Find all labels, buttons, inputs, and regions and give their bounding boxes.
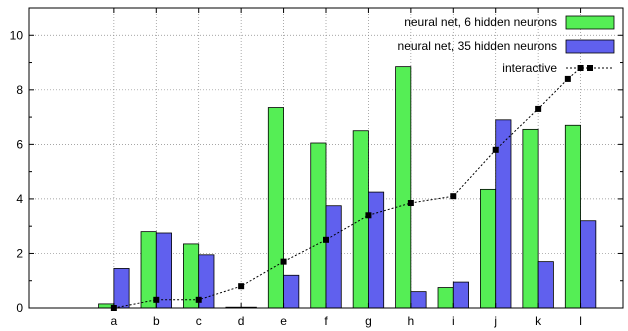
bar: [537, 261, 554, 309]
x-tick-label: k: [535, 314, 542, 328]
x-tick-label: j: [493, 314, 497, 328]
line-point: [238, 283, 245, 290]
x-axis: a b c d e f g h i j k l: [111, 8, 582, 328]
x-tick-label: g: [365, 314, 372, 328]
bar: [352, 130, 369, 309]
line-point: [195, 296, 202, 303]
line-point: [407, 200, 414, 206]
line-point: [365, 212, 372, 219]
bar: [310, 142, 327, 309]
legend-label: interactive: [502, 61, 557, 75]
legend-label: neural net, 35 hidden neurons: [398, 39, 557, 53]
bar: [325, 205, 342, 309]
bar: [452, 281, 469, 309]
line-point: [564, 75, 571, 82]
y-tick-label: 4: [16, 192, 23, 206]
bar: [564, 124, 581, 309]
line-point: [535, 105, 542, 112]
bar: [140, 231, 157, 309]
bar: [113, 268, 130, 309]
legend-swatch: [565, 15, 615, 30]
x-tick-label: b: [153, 314, 160, 328]
bar: [580, 220, 597, 309]
x-tick-label: c: [196, 314, 202, 328]
line-point: [450, 193, 457, 200]
legend-marker: [587, 65, 593, 71]
bar: [522, 128, 539, 309]
line-point: [280, 258, 287, 265]
y-tick-label: 8: [16, 83, 23, 97]
line-point: [492, 146, 499, 153]
x-tick-label: f: [324, 314, 328, 328]
bar: [480, 188, 497, 309]
y-tick-label: 0: [16, 301, 23, 315]
bar: [437, 287, 454, 309]
line-point: [577, 65, 584, 71]
x-tick-label: l: [579, 314, 582, 328]
x-tick-label: a: [111, 314, 118, 328]
y-tick-label: 10: [10, 28, 24, 42]
y-tick-label: 2: [16, 246, 23, 260]
line-point: [153, 296, 160, 303]
line-point: [323, 236, 329, 243]
bar: [410, 291, 427, 309]
bar: [395, 66, 412, 309]
bar: [368, 191, 385, 309]
legend-swatch: [565, 39, 615, 54]
x-tick-label: h: [408, 314, 415, 328]
bar: [283, 274, 300, 309]
bar: [267, 107, 284, 309]
x-tick-label: d: [238, 314, 245, 328]
bar: [155, 232, 172, 309]
bars: [98, 66, 597, 309]
x-tick-label: e: [280, 314, 287, 328]
y-tick-label: 6: [16, 137, 23, 151]
legend: neural net, 6 hidden neurons neural net, …: [398, 15, 615, 75]
legend-label: neural net, 6 hidden neurons: [404, 15, 557, 29]
x-tick-label: i: [452, 314, 455, 328]
interactive-line: [110, 65, 584, 311]
y-axis: 0 2 4 6 8 10: [10, 28, 623, 315]
